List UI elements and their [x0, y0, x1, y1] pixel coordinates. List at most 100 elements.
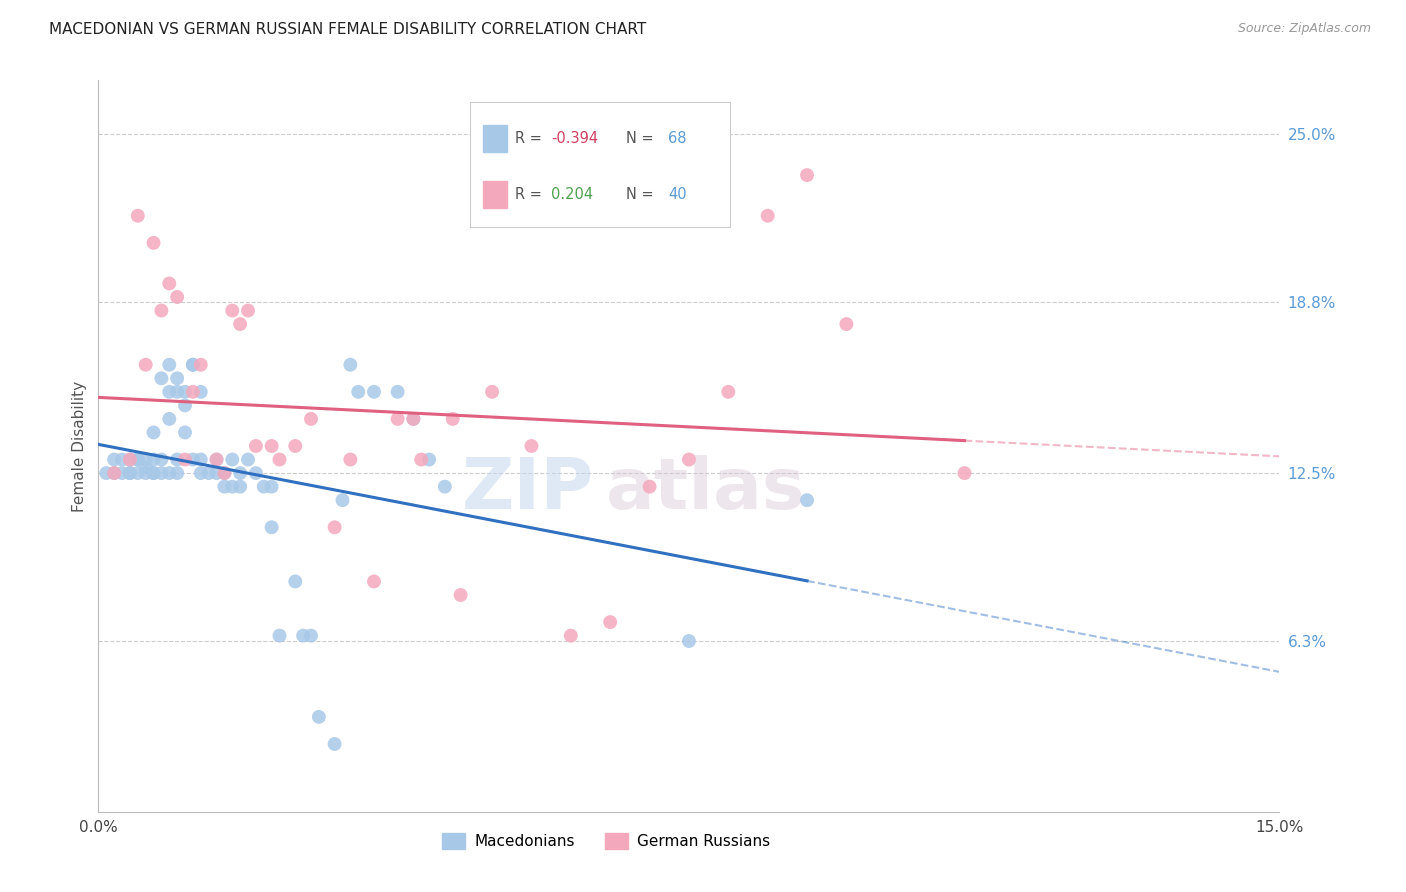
- Point: [638, 480, 661, 494]
- Point: [135, 358, 157, 372]
- Point: [323, 737, 346, 751]
- Point: [245, 439, 267, 453]
- Point: [418, 452, 440, 467]
- Point: [157, 412, 180, 426]
- Point: [332, 493, 354, 508]
- Point: [166, 290, 188, 304]
- Text: atlas: atlas: [606, 456, 806, 524]
- Point: [347, 384, 370, 399]
- Point: [284, 439, 307, 453]
- Point: [411, 452, 433, 467]
- Point: [299, 629, 322, 643]
- Point: [150, 466, 173, 480]
- Point: [339, 358, 361, 372]
- Point: [174, 398, 197, 412]
- Point: [103, 452, 125, 467]
- Point: [174, 425, 197, 440]
- Point: [157, 277, 180, 291]
- Point: [260, 439, 283, 453]
- Point: [221, 303, 243, 318]
- Point: [166, 384, 188, 399]
- Point: [142, 235, 165, 250]
- Point: [835, 317, 858, 331]
- Point: [118, 466, 141, 480]
- Point: [103, 466, 125, 480]
- Point: [599, 615, 621, 629]
- Point: [127, 452, 149, 467]
- Point: [260, 480, 283, 494]
- Point: [214, 466, 236, 480]
- Point: [214, 480, 236, 494]
- Point: [236, 452, 259, 467]
- Point: [118, 452, 141, 467]
- Point: [284, 574, 307, 589]
- Point: [214, 466, 236, 480]
- Point: [96, 466, 118, 480]
- Point: [190, 466, 212, 480]
- Text: Source: ZipAtlas.com: Source: ZipAtlas.com: [1237, 22, 1371, 36]
- Point: [387, 384, 409, 399]
- Point: [678, 634, 700, 648]
- Point: [142, 452, 165, 467]
- Point: [174, 384, 197, 399]
- Point: [520, 439, 543, 453]
- Point: [308, 710, 330, 724]
- Point: [953, 466, 976, 480]
- Point: [150, 452, 173, 467]
- Point: [402, 412, 425, 426]
- Point: [174, 452, 197, 467]
- Point: [135, 466, 157, 480]
- Point: [190, 384, 212, 399]
- Point: [181, 358, 204, 372]
- Point: [245, 466, 267, 480]
- Point: [229, 466, 252, 480]
- Point: [135, 452, 157, 467]
- Point: [292, 629, 315, 643]
- Point: [756, 209, 779, 223]
- Point: [481, 384, 503, 399]
- Point: [269, 629, 291, 643]
- Point: [441, 412, 464, 426]
- Point: [197, 466, 219, 480]
- Point: [118, 452, 141, 467]
- Point: [142, 466, 165, 480]
- Point: [560, 629, 582, 643]
- Point: [221, 480, 243, 494]
- Point: [135, 460, 157, 475]
- Point: [229, 480, 252, 494]
- Point: [402, 412, 425, 426]
- Point: [363, 574, 385, 589]
- Point: [118, 466, 141, 480]
- Point: [166, 466, 188, 480]
- Point: [205, 452, 228, 467]
- Point: [142, 466, 165, 480]
- Point: [127, 452, 149, 467]
- Legend: Macedonians, German Russians: Macedonians, German Russians: [436, 827, 776, 855]
- Text: ZIP: ZIP: [463, 456, 595, 524]
- Point: [323, 520, 346, 534]
- Point: [157, 466, 180, 480]
- Point: [796, 493, 818, 508]
- Point: [157, 384, 180, 399]
- Point: [150, 303, 173, 318]
- Point: [111, 466, 134, 480]
- Point: [236, 303, 259, 318]
- Point: [387, 412, 409, 426]
- Text: MACEDONIAN VS GERMAN RUSSIAN FEMALE DISABILITY CORRELATION CHART: MACEDONIAN VS GERMAN RUSSIAN FEMALE DISA…: [49, 22, 647, 37]
- Point: [166, 452, 188, 467]
- Point: [166, 371, 188, 385]
- Point: [181, 384, 204, 399]
- Point: [299, 412, 322, 426]
- Point: [103, 466, 125, 480]
- Point: [260, 520, 283, 534]
- Point: [678, 452, 700, 467]
- Point: [433, 480, 456, 494]
- Point: [363, 384, 385, 399]
- Point: [269, 452, 291, 467]
- Point: [111, 452, 134, 467]
- Point: [796, 168, 818, 182]
- Point: [450, 588, 472, 602]
- Point: [253, 480, 276, 494]
- Point: [150, 371, 173, 385]
- Point: [229, 317, 252, 331]
